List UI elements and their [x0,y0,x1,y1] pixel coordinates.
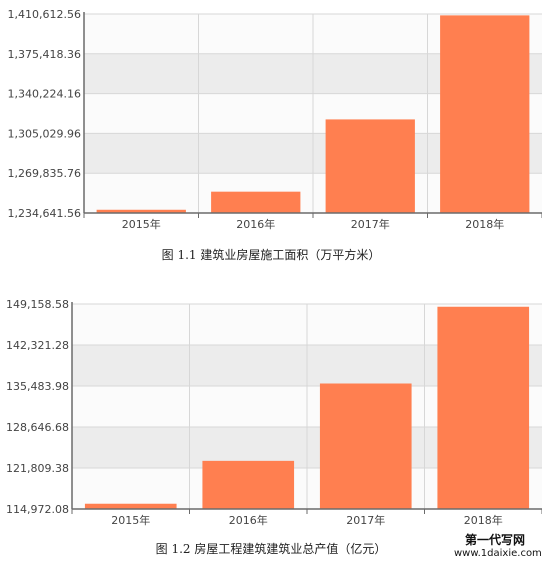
y-tick-label: 1,269,835.76 [8,167,81,180]
bar-2016年[interactable] [211,191,301,213]
y-tick-label: 142,321.28 [6,339,69,352]
x-tick-label: 2015年 [122,217,161,231]
y-tick-label: 1,234,641.56 [8,207,81,220]
x-tick-label: 2016年 [229,513,268,527]
x-tick-label: 2018年 [465,217,504,231]
bar-2015年[interactable] [96,209,186,213]
chart-output-value: 114,972.08 121,809.38 128,646.68 135,483.98… [6,298,542,527]
x-tick-label: 2016年 [236,217,275,231]
y-tick-label: 1,305,029.96 [8,127,81,140]
x-tick-label: 2018年 [464,513,503,527]
y-tick-label: 149,158.58 [6,298,69,311]
x-tick-label: 2015年 [111,513,150,527]
watermark-url: www.1daixie.com [454,548,542,559]
x-tick-label: 2017年 [351,217,390,231]
bar-2015年[interactable] [84,503,177,509]
bar-2018年[interactable] [437,306,530,509]
chart-caption-1: 图 1.1 建筑业房屋施工面积（万平方米） [161,248,381,262]
site-watermark: 第一代写网 www.1daixie.com [454,533,542,561]
bar-2016年[interactable] [202,460,295,509]
x-tick-label: 2017年 [346,513,385,527]
chart-construction-area: 1,234,641.56 1,269,835.76 1,305,029.96 1,34… [8,8,542,231]
bar-2017年[interactable] [325,119,415,213]
watermark-title: 第一代写网 [464,533,525,547]
chart-caption-2: 图 1.2 房屋工程建筑建筑业总产值（亿元） [155,542,387,556]
bar-2018年[interactable] [440,15,530,213]
y-tick-label: 1,410,612.56 [8,8,81,21]
bar-2017年[interactable] [319,383,412,509]
y-tick-label: 114,972.08 [6,503,69,516]
y-tick-label: 121,809.38 [6,462,69,475]
y-tick-label: 135,483.98 [6,380,69,393]
y-tick-label: 128,646.68 [6,421,69,434]
y-tick-label: 1,375,418.36 [8,48,81,61]
y-tick-label: 1,340,224.16 [8,88,81,101]
